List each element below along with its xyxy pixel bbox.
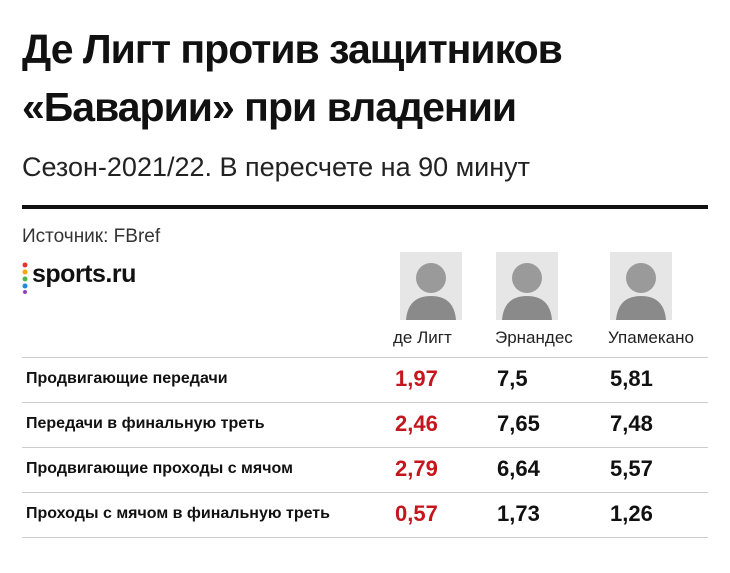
subtitle: Сезон-2021/22. В пересчете на 90 минут — [22, 152, 531, 182]
silhouette — [502, 263, 552, 320]
row-label: Проходы с мячом в финальную треть — [26, 505, 330, 522]
player-photo — [400, 252, 462, 320]
title-line: Де Лигт против защитников — [22, 26, 563, 72]
row-divider — [22, 537, 708, 538]
cell-value: 2,46 — [395, 411, 438, 436]
player-name: де Лигт — [393, 328, 452, 347]
cell-value: 5,81 — [610, 366, 653, 391]
cell-value: 7,5 — [497, 366, 528, 391]
silhouette — [616, 263, 666, 320]
logo: sports.ru — [32, 260, 136, 288]
cell-value: 7,65 — [497, 411, 540, 436]
logo-dots — [22, 262, 28, 294]
player-photo — [610, 252, 672, 320]
cell-value: 1,97 — [395, 366, 438, 391]
cell-value: 1,26 — [610, 501, 653, 526]
cell-value: 0,57 — [395, 501, 438, 526]
cell-value: 6,64 — [497, 456, 540, 481]
cell-value: 5,57 — [610, 456, 653, 481]
player-photo — [496, 252, 558, 320]
cell-value: 2,79 — [395, 456, 438, 481]
row-divider — [22, 492, 708, 493]
silhouette — [406, 263, 456, 320]
cell-value: 1,73 — [497, 501, 540, 526]
source: Источник: FBref — [22, 226, 161, 247]
row-label: Продвигающие проходы с мячом — [26, 460, 293, 477]
row-divider — [22, 402, 708, 403]
row-divider — [22, 357, 708, 358]
row-divider — [22, 447, 708, 448]
cell-value: 7,48 — [610, 411, 653, 436]
player-name: Эрнандес — [495, 328, 573, 347]
divider — [22, 205, 708, 209]
title-line: «Баварии» при владении — [22, 84, 517, 130]
row-label: Передачи в финальную треть — [26, 415, 265, 432]
player-name: Упамекано — [608, 328, 694, 347]
row-label: Продвигающие передачи — [26, 370, 228, 387]
